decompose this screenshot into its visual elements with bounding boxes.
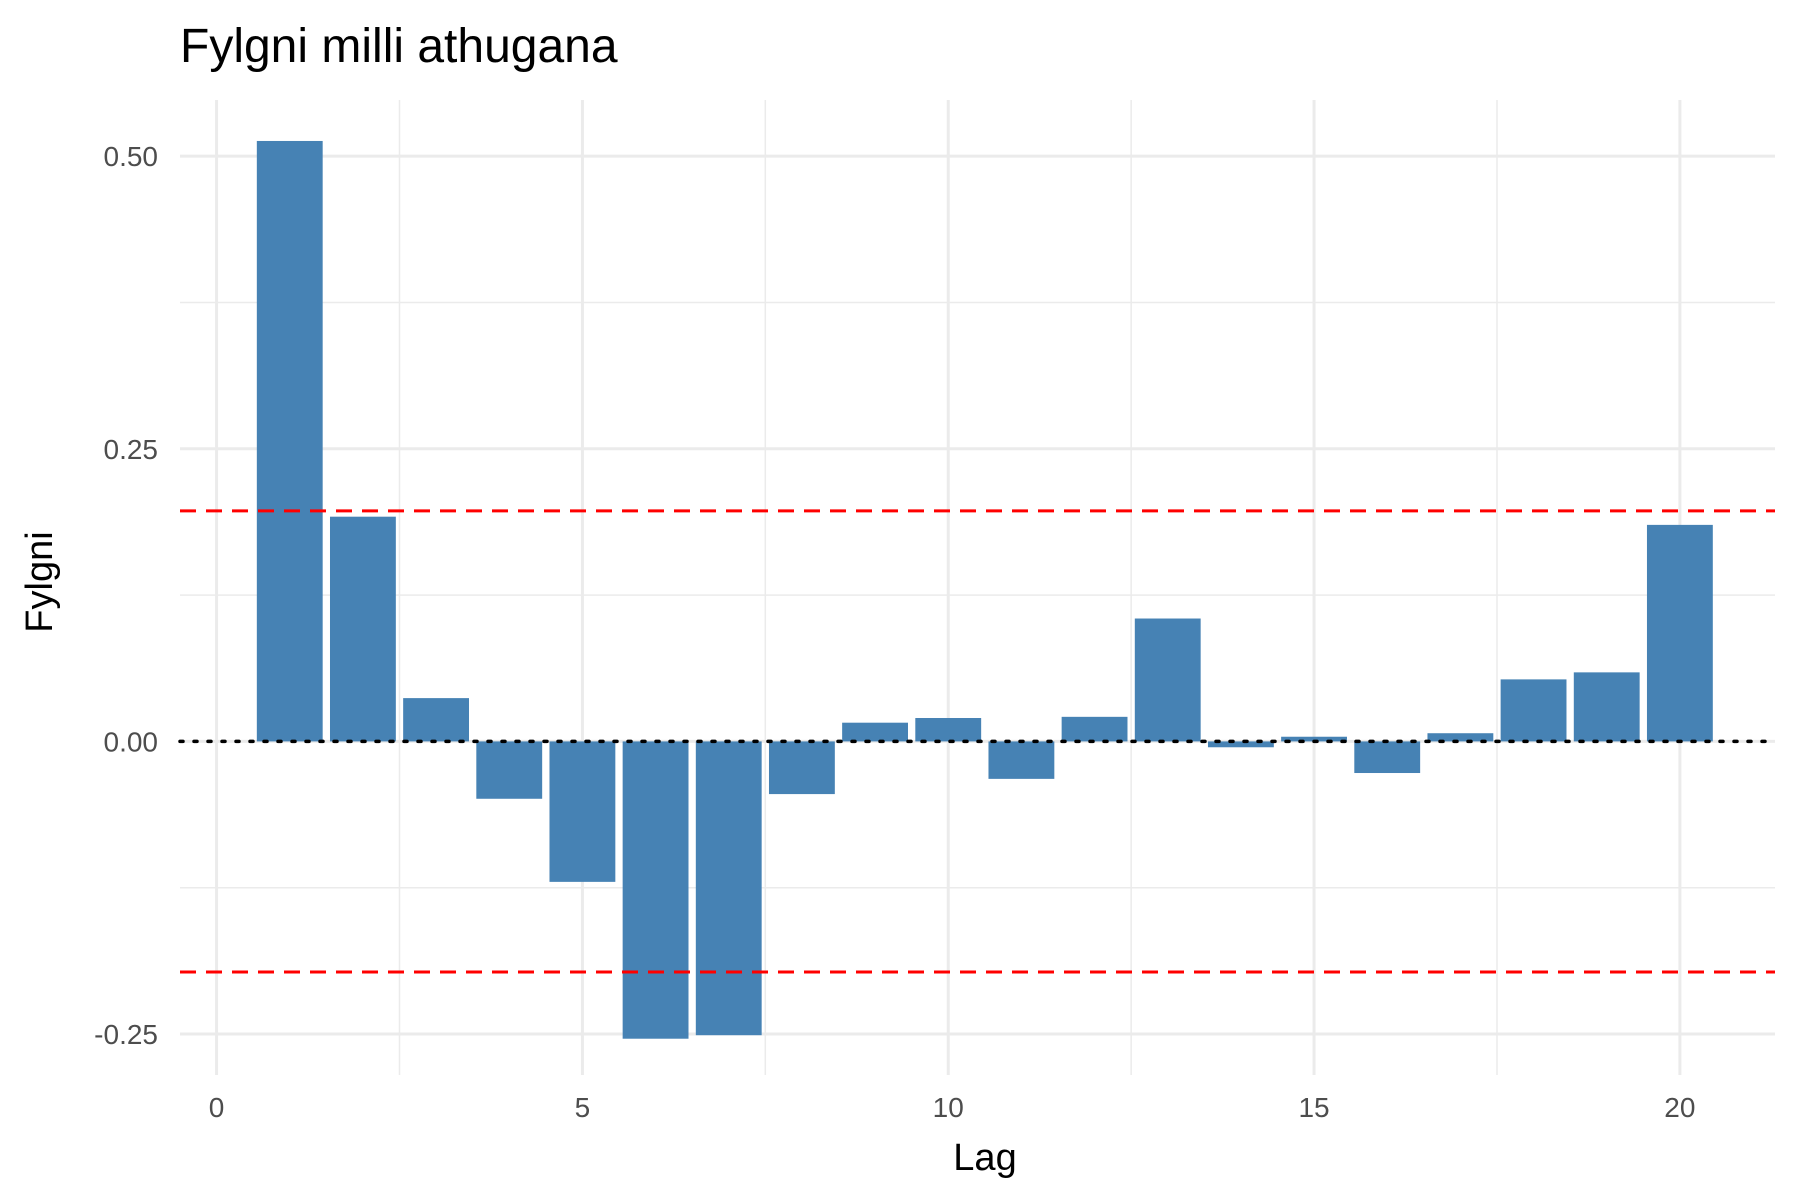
- minor-gridlines: [180, 100, 1775, 1075]
- chart-title: Fylgni milli athugana: [180, 20, 618, 73]
- x-tick-label: 20: [1664, 1092, 1695, 1123]
- acf-bar: [695, 741, 762, 1036]
- x-tick-label: 10: [933, 1092, 964, 1123]
- acf-bar: [622, 741, 689, 1039]
- acf-bar: [1134, 618, 1201, 742]
- acf-bar: [915, 718, 982, 742]
- reference-lines: [178, 509, 1777, 974]
- y-tick-label: 0.00: [104, 726, 159, 757]
- y-tick-label: 0.25: [104, 434, 159, 465]
- y-tick-label: -0.25: [94, 1019, 158, 1050]
- bars: [256, 140, 1713, 1039]
- x-tick-label: 0: [209, 1092, 225, 1123]
- y-axis-title: Fylgni: [19, 531, 61, 632]
- acf-bar: [476, 741, 543, 799]
- x-tick-label: 15: [1298, 1092, 1329, 1123]
- acf-bar: [1500, 679, 1567, 742]
- x-axis-title: Lag: [953, 1137, 1016, 1179]
- acf-bar: [403, 698, 470, 742]
- acf-bar: [1061, 716, 1128, 742]
- acf-bar: [1646, 524, 1713, 742]
- acf-bar: [768, 741, 835, 795]
- major-gridlines: [180, 100, 1775, 1075]
- acf-bar: [1207, 741, 1274, 748]
- acf-bar: [1427, 733, 1494, 742]
- acf-bar: [329, 516, 396, 742]
- acf-bar: [256, 140, 323, 742]
- acf-bar: [549, 741, 616, 882]
- acf-bar: [1354, 741, 1421, 774]
- x-tick-label: 5: [575, 1092, 591, 1123]
- acf-bar: [842, 722, 908, 742]
- acf-bar: [1573, 672, 1640, 742]
- y-tick-labels: -0.25 0.00 0.25 0.50: [94, 141, 158, 1050]
- y-tick-label: 0.50: [104, 141, 159, 172]
- acf-bar: [988, 741, 1055, 779]
- x-tick-labels: 0 5 10 15 20: [209, 1092, 1696, 1123]
- acf-bar: [1281, 736, 1347, 742]
